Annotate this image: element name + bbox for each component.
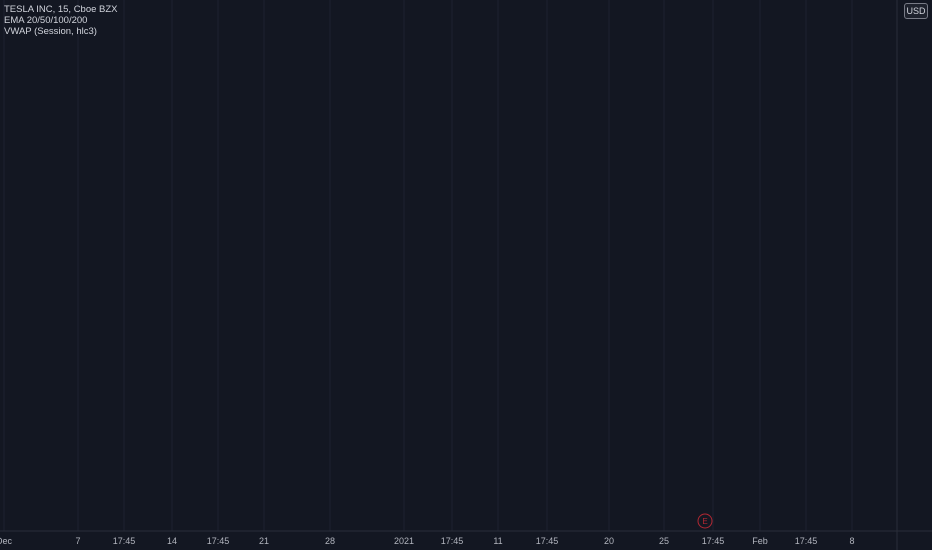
time-tick-label: 17:45 <box>795 536 818 546</box>
symbol-title[interactable]: TESLA INC, 15, Cboe BZX <box>4 4 118 15</box>
time-tick-label: 25 <box>659 536 669 546</box>
time-tick-label: 17:45 <box>207 536 230 546</box>
time-tick-label: 17:45 <box>441 536 464 546</box>
chart-legend: TESLA INC, 15, Cboe BZX EMA 20/50/100/20… <box>4 4 118 37</box>
time-tick-label: 2021 <box>394 536 414 546</box>
time-tick-label: 11 <box>493 536 502 546</box>
earnings-event-label: E <box>702 517 707 526</box>
time-tick-label: Dec <box>0 536 12 546</box>
time-tick-label: 7 <box>75 536 80 546</box>
currency-button[interactable]: USD <box>904 3 928 19</box>
time-tick-label: 20 <box>604 536 614 546</box>
earnings-event-marker <box>697 513 713 529</box>
time-tick-label: 17:45 <box>702 536 725 546</box>
time-tick-label: 17:45 <box>536 536 559 546</box>
time-tick-label: 28 <box>325 536 335 546</box>
time-tick-label: 17:45 <box>113 536 136 546</box>
time-tick-label: 14 <box>167 536 177 546</box>
time-tick-label: 8 <box>849 536 854 546</box>
time-tick-label: 21 <box>259 536 269 546</box>
time-tick-label: Feb <box>752 536 768 546</box>
vwap-indicator-label[interactable]: VWAP (Session, hlc3) <box>4 26 97 37</box>
ema-indicator-label[interactable]: EMA 20/50/100/200 <box>4 15 88 26</box>
